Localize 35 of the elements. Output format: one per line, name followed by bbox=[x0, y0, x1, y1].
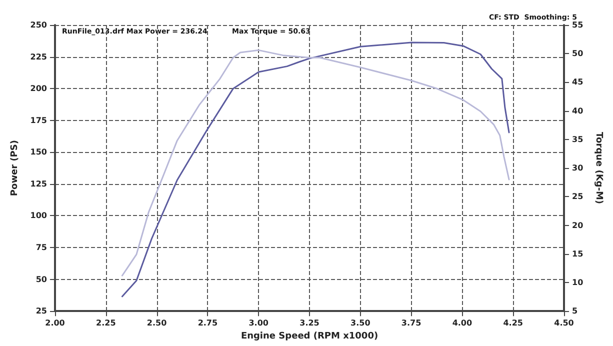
x-tick-label: 3.00 bbox=[248, 318, 269, 328]
y2-tick-label: 20 bbox=[572, 220, 584, 230]
y2-tick-label: 40 bbox=[572, 106, 584, 116]
y-tick-label: 150 bbox=[30, 148, 48, 157]
x-tick-label: 4.50 bbox=[554, 318, 574, 328]
y2-tick-label: 5 bbox=[572, 306, 578, 316]
y2-tick-label: 30 bbox=[572, 164, 584, 173]
y2-tick-label: 45 bbox=[572, 78, 584, 87]
x-tick-label: 2.50 bbox=[146, 318, 168, 328]
y-tick-label: 125 bbox=[30, 179, 48, 188]
x-tick-label: 3.50 bbox=[350, 318, 371, 328]
x-tick-label: 2.25 bbox=[96, 318, 116, 328]
y-axis-title: Power (PS) bbox=[10, 140, 20, 196]
y-tick-label: 100 bbox=[30, 211, 48, 220]
y2-tick-label: 55 bbox=[572, 20, 584, 30]
y2-tick-label: 35 bbox=[572, 134, 584, 144]
x-tick-label: 3.25 bbox=[300, 318, 320, 328]
y-tick-label: 25 bbox=[36, 306, 48, 316]
y2-axis-title: Torque (Kg-M) bbox=[594, 132, 604, 204]
x-tick-label: 2.00 bbox=[45, 318, 66, 328]
y-tick-label: 200 bbox=[30, 84, 48, 94]
x-tick-label: 4.25 bbox=[503, 318, 524, 328]
y2-tick-label: 25 bbox=[572, 192, 584, 202]
x-tick-label: 3.75 bbox=[401, 318, 422, 328]
y-tick-label: 225 bbox=[30, 52, 48, 62]
y-tick-label: 250 bbox=[30, 20, 48, 30]
y2-tick-label: 10 bbox=[572, 278, 584, 287]
x-tick-label: 4.00 bbox=[452, 318, 472, 328]
x-axis-title: Engine Speed (RPM x1000) bbox=[240, 332, 378, 342]
y-tick-label: 75 bbox=[36, 243, 48, 252]
y-tick-label: 175 bbox=[30, 116, 48, 125]
y2-tick-label: 50 bbox=[572, 49, 584, 58]
x-tick-label: 2.75 bbox=[198, 318, 218, 328]
y2-tick-label: 15 bbox=[572, 249, 584, 258]
y-tick-label: 50 bbox=[36, 274, 48, 284]
